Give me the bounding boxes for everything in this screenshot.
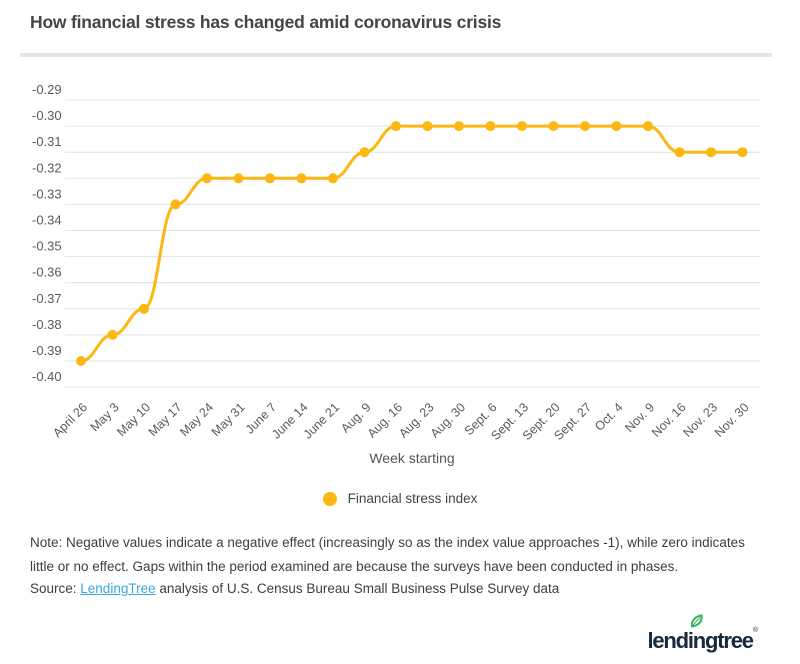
legend-label: Financial stress index	[347, 491, 478, 506]
lendingtree-logo: lendingtree®	[647, 614, 758, 656]
data-point	[706, 147, 716, 158]
data-point	[170, 199, 181, 210]
note-text: Note: Negative values indicate a negativ…	[30, 535, 745, 574]
x-tick-label: April 26	[50, 400, 90, 440]
data-point	[548, 121, 559, 132]
y-tick-label: -0.35	[32, 239, 62, 254]
page-title: How financial stress has changed amid co…	[30, 12, 502, 32]
data-point	[107, 329, 118, 340]
y-tick-label: -0.39	[32, 343, 62, 358]
y-tick-label: -0.33	[32, 186, 62, 201]
source-link[interactable]: LendingTree	[80, 581, 156, 596]
data-point	[328, 173, 338, 184]
x-tick-label: Oct. 4	[592, 400, 626, 434]
x-tick-label: Aug. 30	[428, 400, 468, 440]
data-point	[202, 173, 212, 184]
data-point	[643, 121, 653, 132]
y-tick-label: -0.31	[32, 134, 62, 149]
data-point	[359, 147, 370, 158]
x-tick-label: Nov. 30	[712, 400, 752, 440]
y-tick-label: -0.30	[32, 108, 62, 123]
data-point	[517, 121, 527, 132]
data-point	[580, 121, 590, 132]
data-point	[139, 303, 149, 314]
data-point	[674, 147, 685, 158]
y-tick-label: -0.36	[32, 265, 62, 280]
leaf-icon	[691, 614, 704, 628]
x-tick-label: May 31	[209, 400, 248, 439]
data-point	[296, 173, 307, 184]
x-tick-label: Nov. 23	[680, 400, 720, 440]
logo-trademark: ®	[752, 627, 758, 634]
x-tick-label: May 24	[177, 400, 216, 439]
x-tick-label: June 21	[301, 400, 342, 441]
source-line: Source: LendingTree analysis of U.S. Cen…	[30, 577, 772, 601]
data-point	[76, 356, 86, 366]
y-tick-label: -0.38	[32, 317, 62, 332]
y-tick-label: -0.40	[32, 369, 62, 384]
x-axis-title: Week starting	[369, 450, 455, 466]
y-tick-label: -0.32	[32, 160, 62, 175]
source-suffix: analysis of U.S. Census Bureau Small Bus…	[155, 581, 560, 596]
chart: -0.29 -0.30 -0.31 -0.32 -0.33 -0.34 -0.35 -0.36…	[0, 80, 800, 450]
logo-text: lendingtree	[647, 628, 754, 653]
data-point	[611, 121, 622, 132]
series-line	[79, 124, 744, 363]
data-point	[391, 121, 401, 132]
data-point	[422, 121, 433, 132]
data-point	[485, 121, 496, 132]
source-prefix: Source:	[30, 581, 81, 596]
x-tick-label: May 17	[146, 400, 185, 439]
legend: Financial stress index	[0, 491, 800, 506]
title-divider	[20, 53, 772, 57]
chart-svg: -0.29 -0.30 -0.31 -0.32 -0.33 -0.34 -0.35 -0.36…	[32, 82, 760, 443]
y-tick-label: -0.37	[32, 291, 62, 306]
data-point	[233, 173, 244, 184]
y-tick-label: -0.29	[32, 82, 62, 97]
x-tick-label: May 10	[114, 400, 153, 439]
data-point	[737, 147, 748, 158]
data-point	[265, 173, 275, 184]
data-point	[454, 121, 464, 132]
x-tick-label: Nov. 16	[649, 400, 689, 440]
legend-marker-icon	[322, 491, 337, 506]
y-tick-label: -0.34	[32, 213, 62, 228]
